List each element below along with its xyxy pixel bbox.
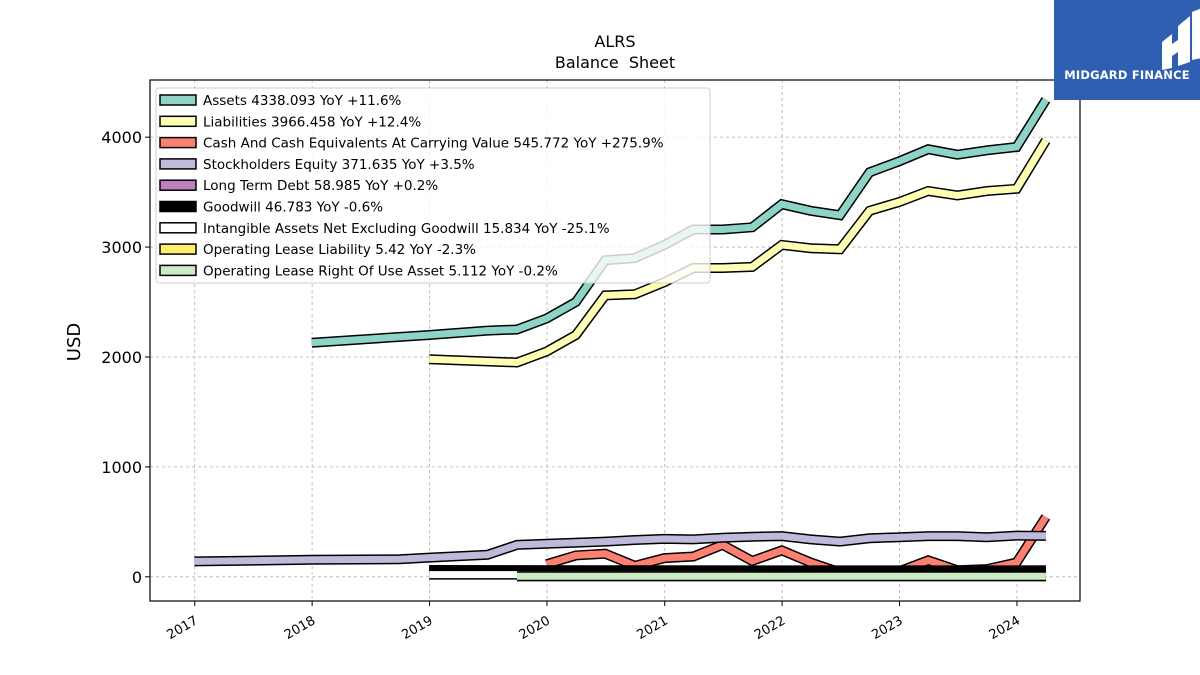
chart-subtitle: Balance Sheet — [555, 53, 675, 72]
legend-swatch — [159, 158, 197, 170]
logo-text: MIDGARD FINANCE — [1064, 68, 1190, 82]
y-tick-label: 2000 — [101, 348, 142, 367]
y-tick-label: 3000 — [101, 238, 142, 257]
x-tick-label: 2020 — [517, 613, 553, 643]
x-tick-label: 2022 — [752, 613, 788, 643]
x-tick-label: 2023 — [869, 613, 905, 643]
y-tick-label: 4000 — [101, 128, 142, 147]
legend-swatch — [159, 94, 197, 106]
series-layer — [194, 97, 1051, 582]
y-tick-label: 1000 — [101, 458, 142, 477]
midgard-finance-logo: MIDGARD FINANCE — [1054, 0, 1200, 100]
legend-entry: Cash And Cash Equivalents At Carrying Va… — [203, 136, 664, 152]
legend-swatch — [159, 179, 197, 191]
x-tick-label: 2024 — [987, 613, 1023, 643]
legend-swatch — [159, 136, 197, 149]
series-line — [429, 138, 1049, 367]
y-tick-label: 0 — [132, 568, 142, 587]
legend-entry: Stockholders Equity 371.635 YoY +3.5% — [203, 157, 475, 173]
legend-swatch — [159, 264, 197, 277]
legend-entry: Intangible Assets Net Excluding Goodwill… — [203, 221, 610, 237]
legend-entry: Goodwill 46.783 YoY -0.6% — [203, 200, 383, 216]
x-tick-label: 2018 — [282, 613, 318, 643]
plot-frame — [149, 79, 1081, 602]
legend-entry: Operating Lease Liability 5.42 YoY -2.3% — [203, 242, 476, 258]
legend-swatch — [159, 115, 197, 128]
series-line — [311, 97, 1049, 347]
x-tick-label: 2021 — [635, 613, 671, 643]
legend-swatch — [159, 222, 197, 234]
legend-entry: Liabilities 3966.458 YoY +12.4% — [203, 114, 421, 130]
x-tick-label: 2019 — [399, 613, 435, 643]
legend-swatch — [159, 243, 197, 255]
legend-entry: Assets 4338.093 YoY +11.6% — [203, 93, 402, 109]
series-line — [194, 532, 1046, 565]
legend-entry: Operating Lease Right Of Use Asset 5.112… — [203, 263, 558, 279]
legend-box — [155, 87, 711, 284]
x-tick-label: 2017 — [165, 613, 201, 643]
chart-title: ALRS — [594, 32, 635, 51]
legend-entry: Long Term Debt 58.985 YoY +0.2% — [203, 178, 438, 194]
y-axis-label: USD — [64, 323, 85, 361]
logo-mark-icon — [1162, 8, 1200, 70]
legend: Assets 4338.093 YoY +11.6% Liabilities 39… — [155, 87, 711, 284]
legend-swatch — [159, 200, 197, 213]
